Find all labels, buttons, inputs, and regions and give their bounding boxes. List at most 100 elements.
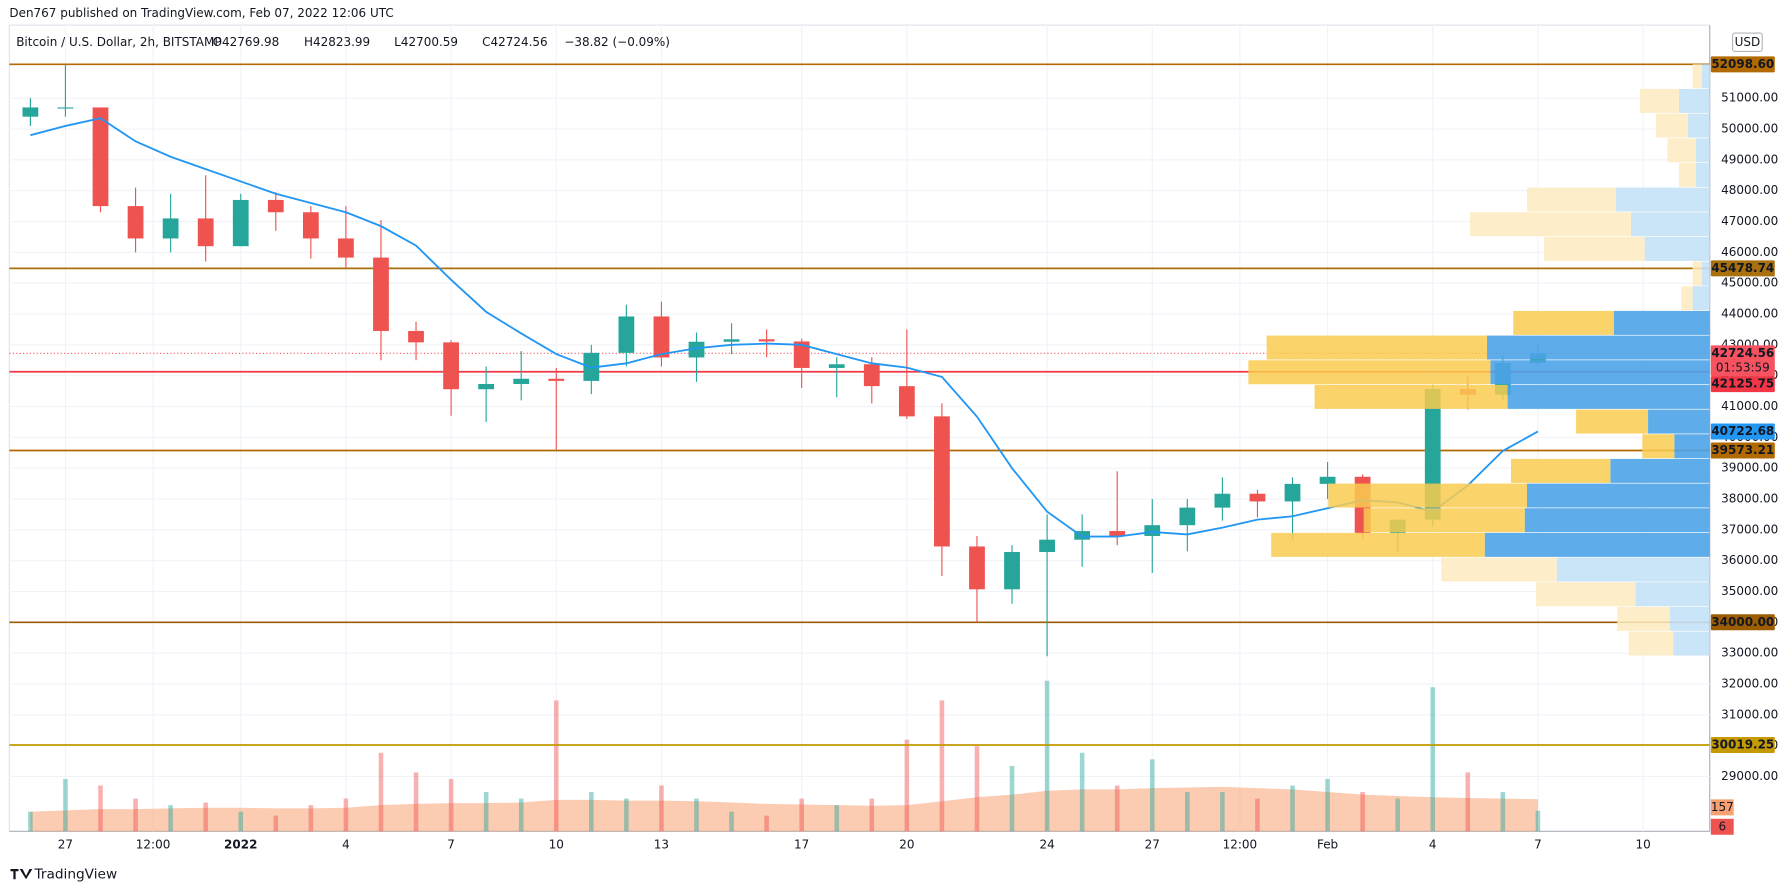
current-price-label: 42724.56 bbox=[1711, 346, 1774, 360]
volume-bar bbox=[1079, 752, 1085, 832]
candle-body bbox=[793, 341, 810, 368]
volume-bar bbox=[869, 798, 875, 832]
profile-up bbox=[1688, 113, 1710, 138]
profile-up bbox=[1613, 310, 1710, 335]
profile-down bbox=[1656, 113, 1689, 138]
volume-bar bbox=[28, 811, 33, 832]
candle-body bbox=[232, 199, 249, 247]
y-tick-label: 33000.00 bbox=[1721, 646, 1778, 660]
profile-down bbox=[1576, 409, 1649, 434]
profile-down bbox=[1692, 261, 1702, 286]
currency-box bbox=[1731, 32, 1763, 52]
x-tick-label: Feb bbox=[1317, 838, 1338, 852]
volume-bar bbox=[413, 772, 419, 832]
profile-down bbox=[1314, 384, 1508, 409]
y-tick-label: 37000.00 bbox=[1721, 522, 1778, 536]
published-line: Den767 published on TradingView.com, Feb… bbox=[9, 6, 393, 20]
profile-up bbox=[1678, 88, 1710, 113]
volume-ma-area bbox=[30, 786, 1538, 832]
profile-up bbox=[1610, 458, 1710, 483]
x-tick-label: 7 bbox=[447, 838, 455, 852]
volume-bar bbox=[1044, 680, 1050, 832]
profile-down bbox=[1441, 557, 1557, 582]
candle-body bbox=[934, 416, 950, 547]
volume-label-bg bbox=[1710, 818, 1734, 835]
profile-down bbox=[1328, 483, 1527, 508]
ohlc-value: H42823.99 bbox=[304, 35, 370, 49]
volume-bar bbox=[764, 815, 769, 832]
level-label: 45478.74 bbox=[1711, 261, 1774, 275]
x-tick-label: 2022 bbox=[224, 838, 257, 852]
volume-bar bbox=[343, 798, 349, 832]
candle-body bbox=[863, 364, 880, 387]
profile-up bbox=[1644, 236, 1710, 261]
volume-bar bbox=[974, 746, 980, 832]
volume-bar bbox=[273, 815, 279, 832]
y-tick-label: 41000.00 bbox=[1721, 399, 1778, 413]
volume-label: 6 bbox=[1718, 819, 1726, 833]
red-line-label: 42125.75 bbox=[1711, 377, 1774, 391]
level-label: 34000.00 bbox=[1711, 615, 1774, 629]
volume-bar bbox=[133, 798, 138, 832]
ma-label-bg bbox=[1710, 423, 1775, 440]
candle-body bbox=[162, 218, 179, 239]
y-tick-label: 46000.00 bbox=[1721, 245, 1778, 259]
candle-body bbox=[338, 238, 354, 258]
volume-bar bbox=[1465, 772, 1471, 832]
candle-body bbox=[1249, 493, 1266, 502]
volume-bar bbox=[729, 811, 734, 832]
profile-up bbox=[1701, 261, 1710, 286]
level-label-bg bbox=[1710, 614, 1775, 631]
profile-up bbox=[1616, 187, 1710, 212]
profile-down bbox=[1266, 335, 1488, 360]
profile-up bbox=[1673, 631, 1710, 656]
red-line-label-bg bbox=[1710, 376, 1775, 393]
volume-bar bbox=[1220, 792, 1225, 832]
footer-logo: TradingView bbox=[10, 867, 117, 883]
level-label-bg bbox=[1710, 442, 1775, 459]
candle-body bbox=[513, 378, 530, 384]
candle-body bbox=[688, 341, 705, 358]
volume-bar bbox=[553, 700, 559, 832]
candle-body bbox=[408, 330, 424, 343]
volume-bar bbox=[238, 811, 244, 832]
currency-label: USD bbox=[1735, 35, 1761, 49]
volume-bar bbox=[1185, 792, 1190, 832]
candle-body bbox=[57, 107, 74, 109]
volume-bar bbox=[1360, 792, 1365, 832]
candle-body bbox=[1144, 525, 1161, 536]
profile-down bbox=[1544, 236, 1645, 261]
profile-down bbox=[1667, 138, 1697, 163]
volume-bar bbox=[1325, 778, 1330, 832]
volume-bar bbox=[1114, 785, 1120, 832]
candle-body bbox=[1284, 483, 1301, 502]
candle-body bbox=[267, 199, 284, 213]
x-tick-label: 27 bbox=[1145, 838, 1160, 852]
volume-bar bbox=[1500, 792, 1506, 832]
level-label: 39573.21 bbox=[1711, 443, 1774, 457]
volume-label: 157 bbox=[1711, 800, 1734, 814]
volume-bar bbox=[1395, 798, 1400, 832]
candle-body bbox=[1004, 552, 1020, 590]
candle-body bbox=[618, 316, 635, 353]
profile-down bbox=[1678, 162, 1697, 187]
volume-bar bbox=[659, 785, 664, 832]
profile-up bbox=[1526, 483, 1710, 508]
profile-up bbox=[1669, 606, 1710, 631]
y-tick-label: 45000.00 bbox=[1721, 276, 1778, 290]
y-tick-label: 48000.00 bbox=[1721, 183, 1778, 197]
profile-down bbox=[1511, 458, 1611, 483]
profile-up bbox=[1507, 384, 1710, 409]
volume-bar bbox=[308, 805, 314, 832]
profile-down bbox=[1363, 508, 1525, 533]
profile-up bbox=[1484, 532, 1710, 557]
logo-icon bbox=[10, 869, 33, 880]
x-tick-label: 4 bbox=[342, 838, 350, 852]
y-tick-label: 38000.00 bbox=[1721, 491, 1778, 505]
candle-body bbox=[478, 383, 495, 390]
y-tick-label: 29000.00 bbox=[1721, 769, 1778, 783]
candle-body bbox=[1109, 531, 1126, 536]
profile-down bbox=[1526, 187, 1617, 212]
y-tick-label: 39000.00 bbox=[1721, 461, 1778, 475]
candle-body bbox=[828, 364, 845, 368]
